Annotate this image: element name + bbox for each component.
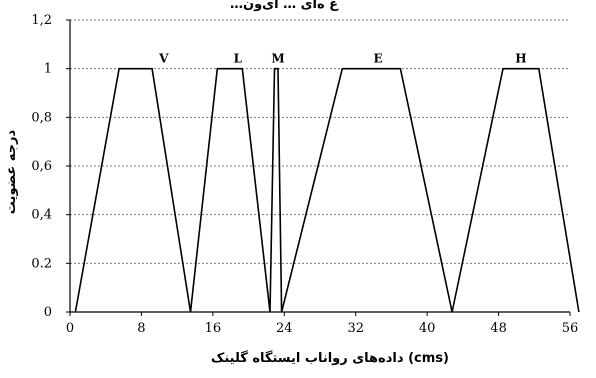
series-l-label: L [234,52,243,66]
series-v-label: V [158,52,169,66]
y-axis-title: درجه عضویت [4,129,19,214]
x-tick-label: 0 [66,321,74,336]
x-tick-label: 48 [490,321,507,336]
series-e-label: E [373,52,382,66]
x-tick-label: 40 [419,321,436,336]
series-lines [74,67,580,313]
x-tick-label: 32 [347,321,364,336]
y-tick-label: 0,8 [31,110,52,125]
y-tick-label: 1 [44,62,52,77]
x-tick-label: 24 [276,321,293,336]
series-l-line [189,67,271,313]
y-tick-label: 0 [44,305,52,320]
x-tick-label: 8 [137,321,145,336]
series-m-line [269,67,283,313]
x-tick-label: 16 [205,321,222,336]
y-tick-label: 0,6 [31,159,52,174]
chart-title: …ع‌ ه‌ای ‌‌… ‌ای‌ون‌ [230,0,339,12]
x-tick-label: 56 [562,321,579,336]
series-h-label: H [515,52,526,66]
y-tick-label: 0.2 [31,256,52,271]
y-tick-label: 1,2 [31,13,52,28]
grid [70,19,570,264]
series-e-line [280,67,453,313]
series-m-label: M [271,52,284,66]
y-tick-label: 0,4 [31,208,52,223]
series-h-line [451,67,580,313]
series-v-line [74,67,192,313]
x-axis-title: داده‌های رواناب ایستگاه گلینک (cms) [211,350,449,366]
ticks: 0 8 16 24 32 40 48 56 0 0.2 0,4 0,6 0,8 1 1,2 [31,13,578,336]
